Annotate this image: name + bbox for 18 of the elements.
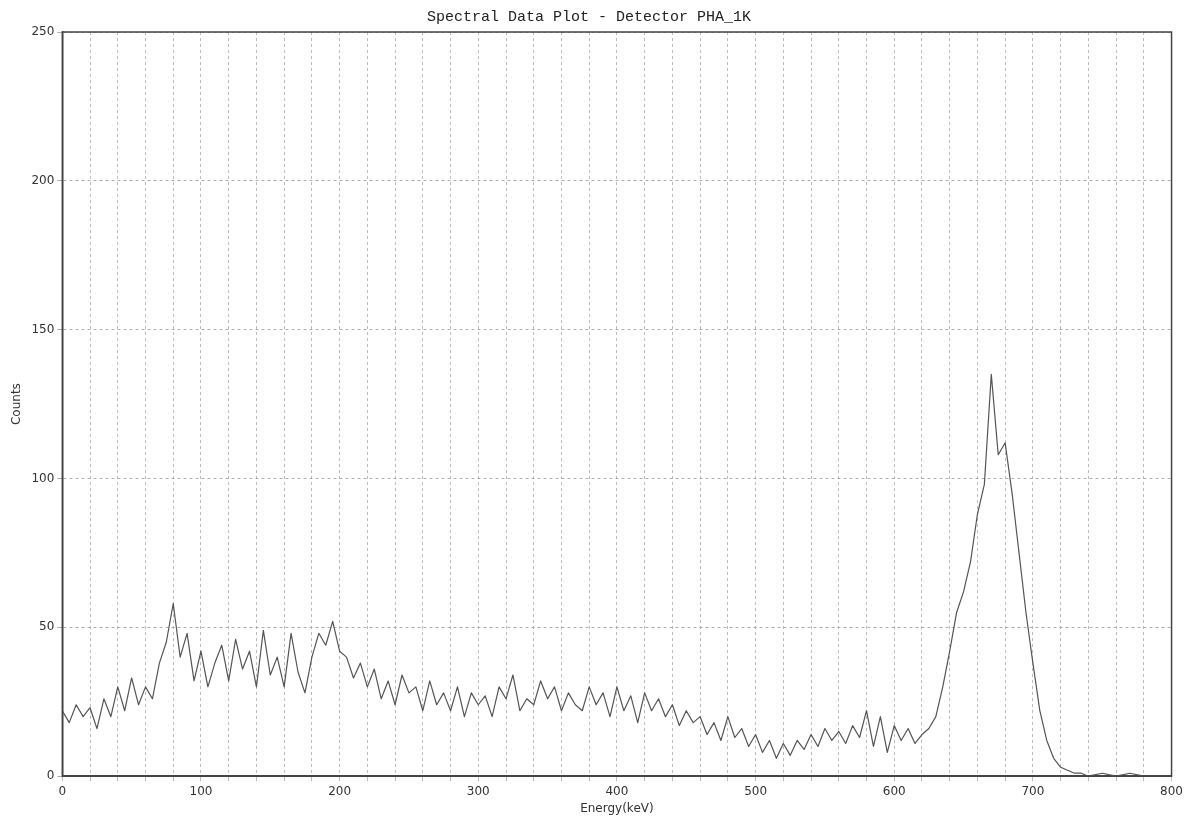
y-tick-label: 250 [31, 24, 55, 39]
x-tick-label: 400 [605, 783, 629, 798]
x-tick-label: 300 [466, 783, 490, 798]
y-axis-title: Counts [9, 383, 24, 426]
y-tick-label: 200 [31, 172, 55, 187]
y-tick-label: 50 [39, 619, 55, 634]
y-tick-label: 150 [31, 321, 55, 336]
x-tick-label: 700 [1021, 783, 1045, 798]
x-tick-label: 500 [744, 783, 768, 798]
x-tick-label: 100 [189, 783, 213, 798]
y-tick-label: 0 [46, 768, 55, 783]
y-tick-label: 100 [31, 470, 55, 485]
x-tick-label: 800 [1160, 783, 1183, 798]
x-tick-label: 0 [58, 783, 67, 798]
chart-title: Spectral Data Plot - Detector PHA_1K [426, 8, 752, 26]
x-axis-title: Energy(keV) [580, 800, 654, 815]
x-tick-label: 200 [328, 783, 352, 798]
x-tick-label: 600 [882, 783, 906, 798]
